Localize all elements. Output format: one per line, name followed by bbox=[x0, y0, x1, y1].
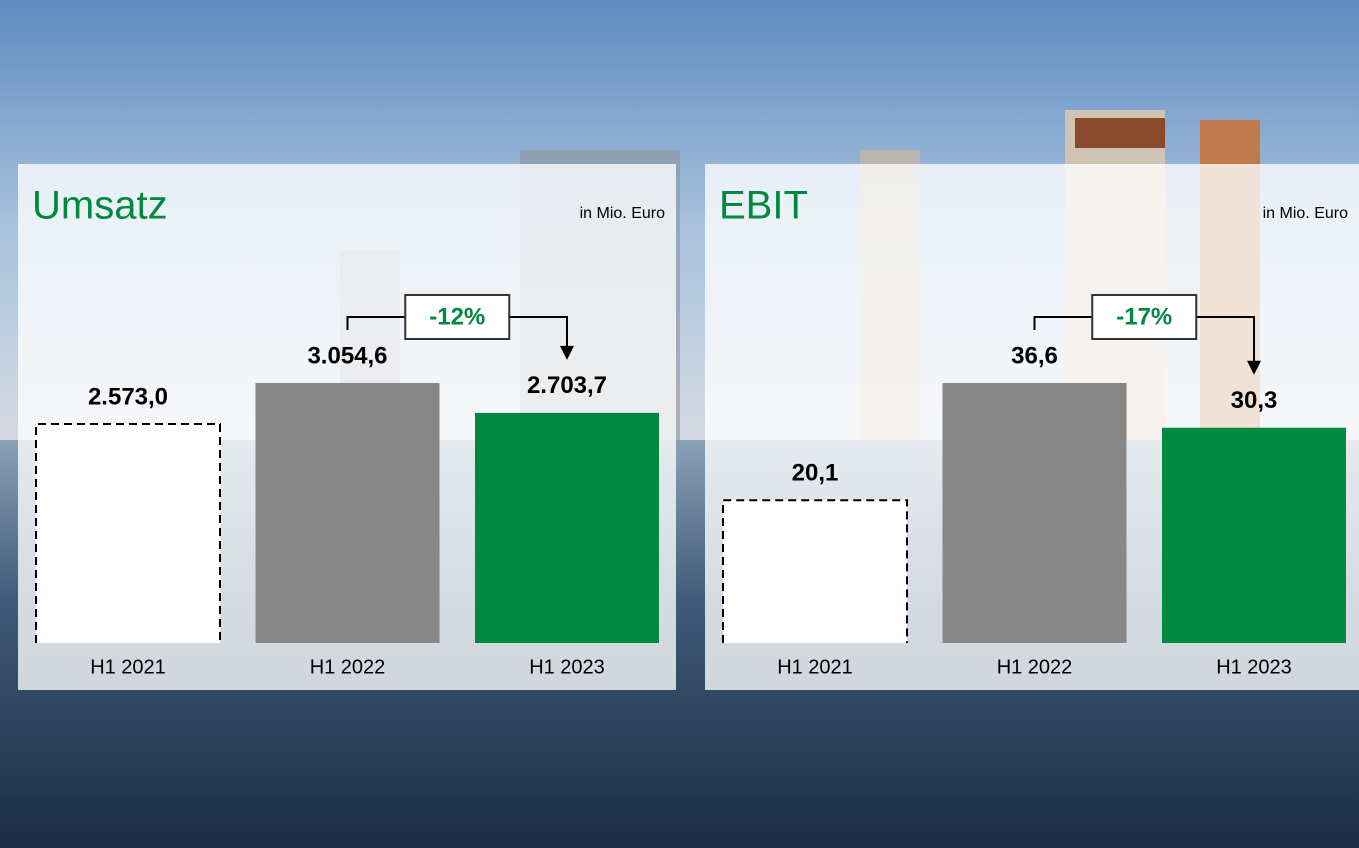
chart-subtitle: in Mio. Euro bbox=[580, 205, 665, 222]
slide: Umsatz in Mio. Euro 2.573,0 H1 2021 3.054,6 H… bbox=[0, 0, 1359, 848]
value-label: 30,3 bbox=[1231, 387, 1278, 414]
chart-subtitle: in Mio. Euro bbox=[1263, 205, 1348, 222]
chart-panel: EBIT in Mio. Euro 20,1 H1 2021 36,6 H1 2022 30… bbox=[705, 164, 1359, 690]
x-tick-label: H1 2023 bbox=[1216, 656, 1292, 678]
x-tick-label: H1 2022 bbox=[997, 656, 1073, 678]
bar bbox=[723, 500, 907, 643]
page: Umsatz in Mio. Euro 2.573,0 H1 2021 3.054,6 H… bbox=[0, 0, 1359, 848]
x-tick-label: H1 2021 bbox=[777, 656, 853, 678]
bar bbox=[36, 424, 220, 643]
value-label: 20,1 bbox=[792, 460, 839, 487]
chart-panel: Umsatz in Mio. Euro 2.573,0 H1 2021 3.054,6 H… bbox=[18, 164, 676, 690]
value-label: 2.703,7 bbox=[527, 372, 607, 399]
bar bbox=[1162, 428, 1346, 643]
chart-title: EBIT bbox=[719, 184, 808, 228]
annotation: -17% bbox=[1116, 303, 1172, 330]
annotation: -12% bbox=[429, 303, 485, 330]
value-label: 36,6 bbox=[1011, 342, 1058, 369]
x-tick-label: H1 2021 bbox=[90, 656, 166, 678]
value-label: 2.573,0 bbox=[88, 383, 168, 410]
bar bbox=[475, 413, 659, 643]
value-label: 3.054,6 bbox=[307, 342, 387, 369]
bar bbox=[943, 383, 1127, 643]
x-tick-label: H1 2023 bbox=[529, 656, 605, 678]
x-tick-label: H1 2022 bbox=[310, 656, 386, 678]
chart-title: Umsatz bbox=[32, 184, 168, 228]
bar bbox=[256, 383, 440, 643]
